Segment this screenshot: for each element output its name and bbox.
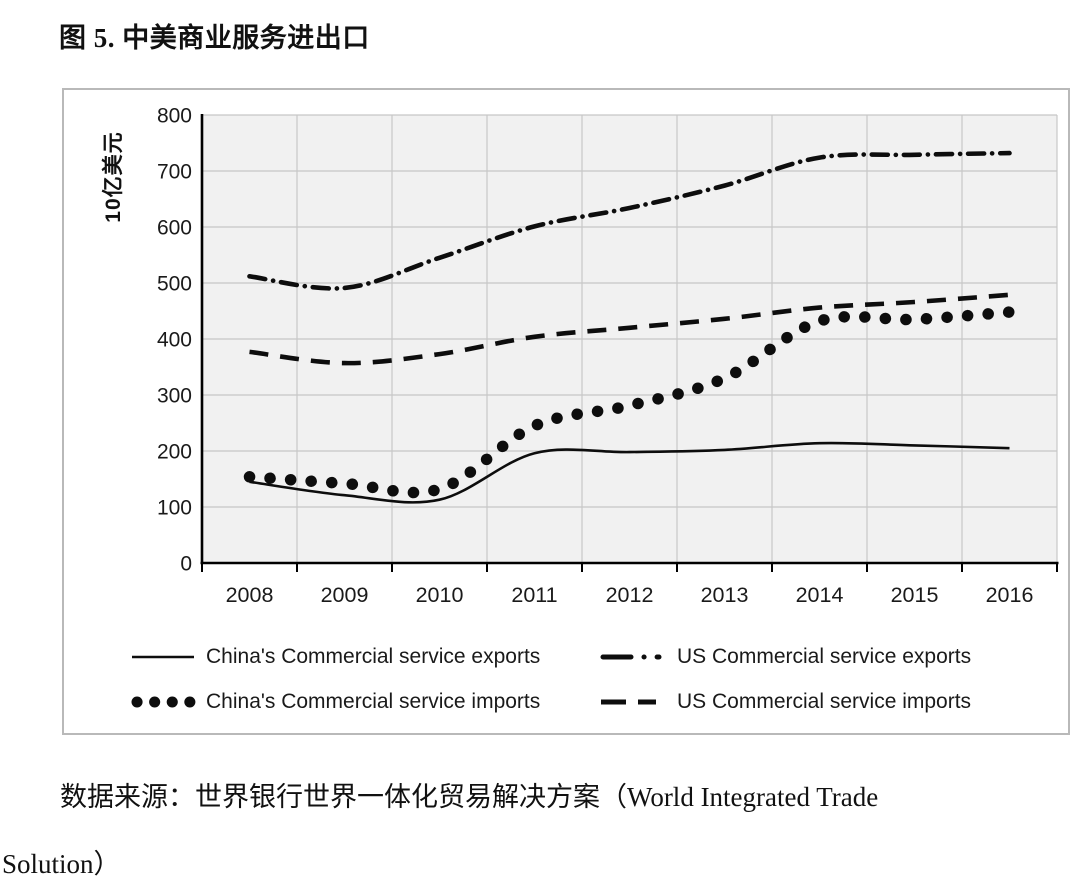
y-tick-label: 400 (157, 329, 192, 352)
series-line-0 (249, 441, 1010, 504)
y-tick-label: 800 (157, 105, 192, 128)
series-line-2 (243, 306, 1016, 499)
legend-label-china-imports: China's Commercial service imports (206, 690, 541, 713)
legend-solid-line-icon (132, 655, 194, 659)
chart-card: 0 100 200 300 400 500 600 700 800 2008 2009 2010 201… (62, 88, 1070, 735)
y-tick-label: 0 (180, 553, 192, 576)
x-tick-label: 2016 (986, 583, 1034, 607)
x-tick-label: 2013 (701, 583, 749, 607)
y-tick-label: 700 (157, 161, 192, 184)
y-tick-label: 300 (157, 385, 192, 408)
y-tick-label: 500 (157, 273, 192, 296)
legend-dash-dot-line-icon (600, 654, 662, 660)
series-line-1 (247, 150, 1012, 291)
x-tick-label: 2012 (606, 583, 654, 607)
y-axis-title: 10亿美元 (102, 131, 125, 223)
x-tick-label: 2008 (226, 583, 274, 607)
series-line-3 (249, 292, 1010, 366)
legend-dashed-line-icon (601, 699, 662, 705)
legend-label-us-imports: US Commercial service imports (677, 690, 972, 713)
legend-row-1: China's Commercial service exports US Co… (130, 642, 1068, 672)
chart-plot: 0 100 200 300 400 500 600 700 800 2008 2009 2010 201… (157, 105, 1059, 607)
y-tick-label: 600 (157, 217, 192, 240)
y-tick-label: 100 (157, 497, 192, 520)
legend-label-china-exports: China's Commercial service exports (206, 645, 541, 668)
y-tick-label: 200 (157, 441, 192, 464)
x-tick-label: 2015 (891, 583, 939, 607)
data-source-line-1: 数据来源：世界银行世界一体化贸易解决方案（World Integrated Tr… (60, 782, 879, 812)
legend: China's Commercial service exports US Co… (64, 642, 1068, 717)
legend-label-us-exports: US Commercial service exports (677, 645, 972, 668)
figure-title: 图 5. 中美商业服务进出口 (59, 23, 370, 53)
x-tick-label: 2011 (511, 583, 557, 607)
data-source-line-2: Solution） (2, 849, 121, 879)
x-tick-label: 2010 (416, 583, 464, 607)
legend-row-2: China's Commercial service imports US Co… (130, 687, 1068, 717)
legend-dotted-line-icon (131, 696, 198, 708)
x-tick-label: 2014 (796, 583, 844, 607)
x-tick-label: 2009 (321, 583, 369, 607)
